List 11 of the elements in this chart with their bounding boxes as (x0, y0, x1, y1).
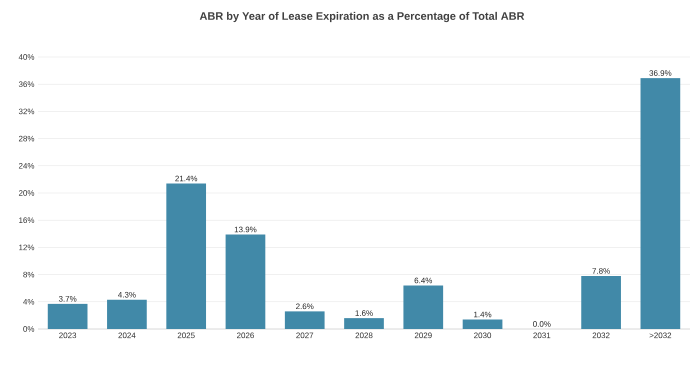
bar (462, 319, 502, 329)
bar (226, 234, 266, 329)
bar (640, 78, 680, 329)
chart-title: ABR by Year of Lease Expiration as a Percentage of Total ABR (200, 12, 524, 22)
bar (403, 285, 444, 329)
bar (344, 318, 384, 329)
bar (166, 183, 206, 329)
bar (284, 311, 325, 329)
bar (107, 300, 147, 329)
bar (48, 304, 88, 329)
bar (581, 276, 621, 329)
